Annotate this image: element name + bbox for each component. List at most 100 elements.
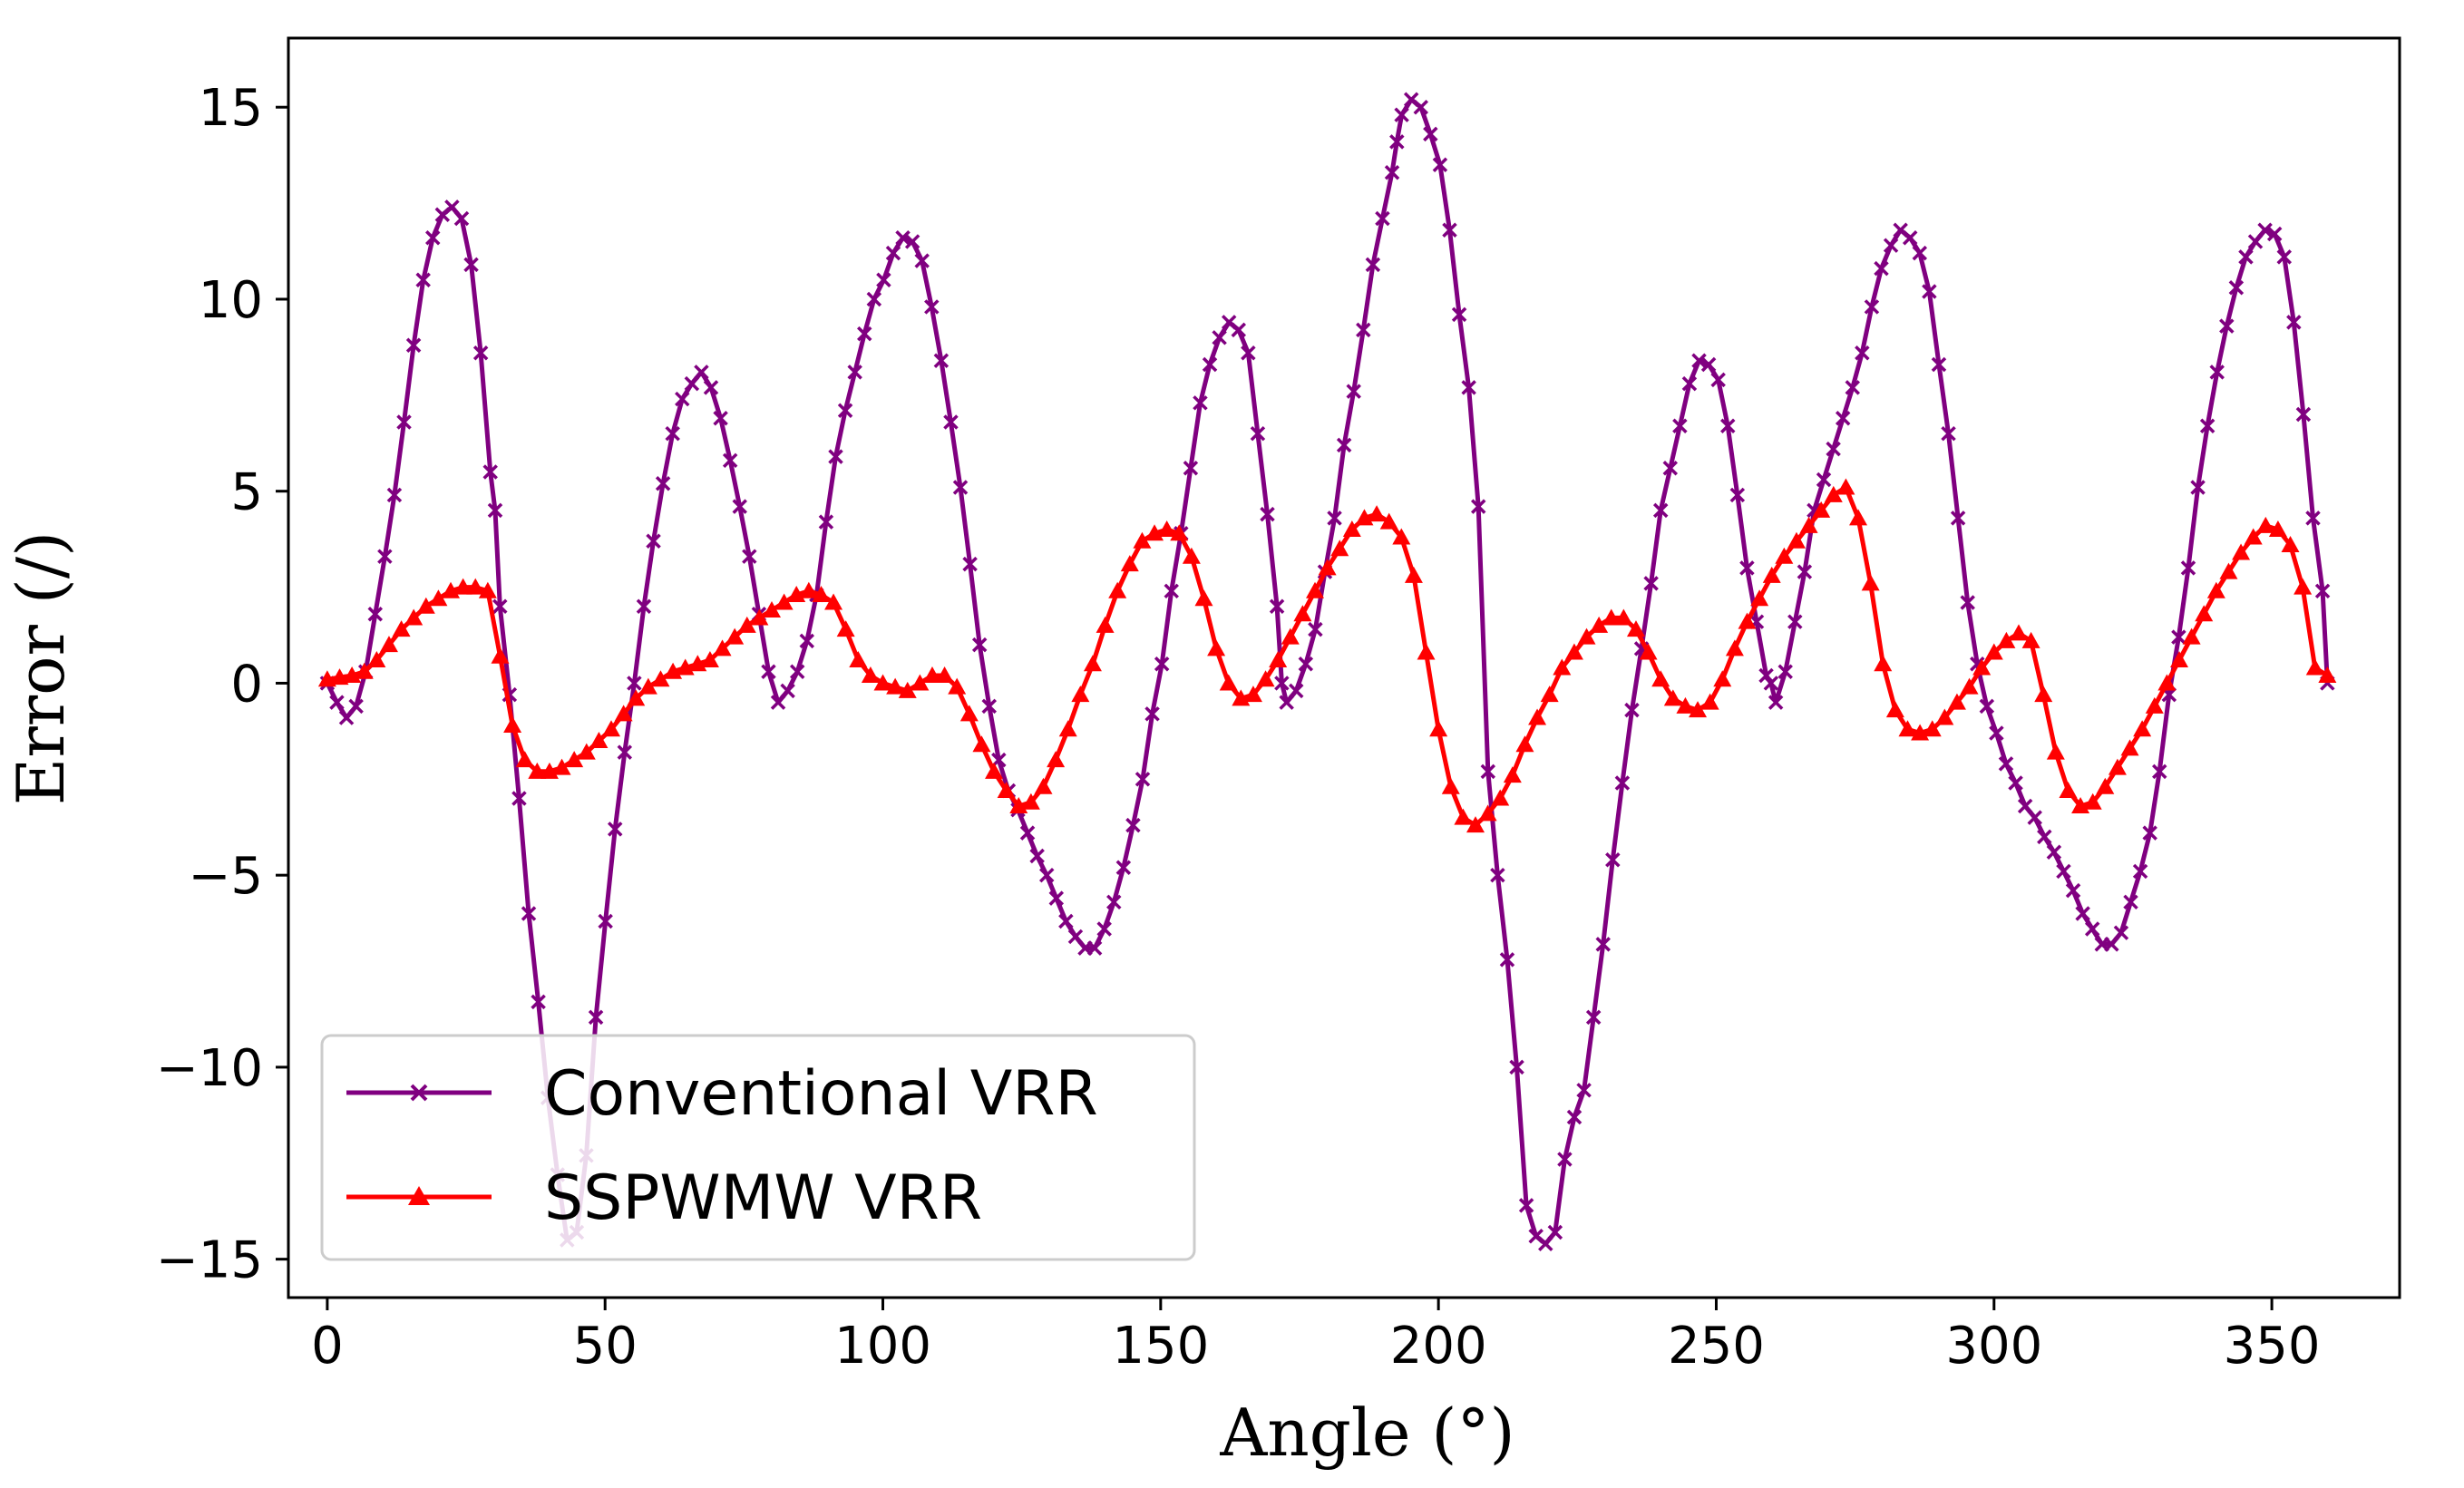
series-line-conventional-vrr bbox=[325, 97, 2330, 1247]
marker-conventional-vrr bbox=[1672, 418, 1688, 433]
marker-sspwmw-vrr bbox=[1997, 631, 2016, 648]
marker-sspwmw-vrr bbox=[2133, 720, 2152, 737]
marker-sspwmw-vrr bbox=[1700, 693, 1719, 710]
marker-conventional-vrr bbox=[914, 253, 930, 268]
marker-sspwmw-vrr bbox=[873, 674, 892, 691]
marker-conventional-vrr bbox=[1269, 598, 1285, 614]
marker-sspwmw-vrr bbox=[1021, 793, 1040, 810]
legend-entry-conventional-vrr: Conventional VRR bbox=[346, 1058, 1098, 1130]
marker-sspwmw-vrr bbox=[1553, 658, 1572, 676]
marker-conventional-vrr bbox=[2008, 775, 2023, 791]
marker-conventional-vrr bbox=[1115, 860, 1132, 875]
marker-conventional-vrr bbox=[1585, 1009, 1602, 1026]
marker-conventional-vrr bbox=[1816, 472, 1832, 488]
marker-sspwmw-vrr bbox=[1083, 655, 1102, 672]
marker-conventional-vrr bbox=[463, 257, 479, 273]
marker-conventional-vrr bbox=[1845, 380, 1860, 395]
marker-sspwmw-vrr bbox=[1478, 804, 1497, 822]
marker-sspwmw-vrr bbox=[589, 731, 609, 748]
marker-conventional-vrr bbox=[1394, 107, 1409, 122]
marker-conventional-vrr bbox=[511, 791, 527, 806]
marker-sspwmw-vrr bbox=[602, 720, 621, 737]
marker-sspwmw-vrr bbox=[2294, 578, 2313, 595]
marker-conventional-vrr bbox=[837, 403, 853, 419]
marker-conventional-vrr bbox=[1086, 940, 1103, 956]
marker-conventional-vrr bbox=[627, 676, 642, 691]
marker-conventional-vrr bbox=[780, 683, 795, 699]
marker-sspwmw-vrr bbox=[972, 735, 991, 753]
marker-sspwmw-vrr bbox=[1207, 639, 1226, 656]
y-tick-label--10: −10 bbox=[156, 1039, 263, 1098]
marker-sspwmw-vrr bbox=[1836, 478, 1855, 495]
marker-sspwmw-vrr bbox=[2232, 543, 2251, 560]
marker-conventional-vrr bbox=[1125, 817, 1141, 833]
marker-sspwmw-vrr bbox=[985, 762, 1004, 779]
marker-sspwmw-vrr bbox=[1713, 670, 1732, 687]
marker-sspwmw-vrr bbox=[2108, 758, 2127, 775]
marker-sspwmw-vrr bbox=[1775, 547, 1794, 564]
marker-sspwmw-vrr bbox=[1898, 720, 1917, 737]
marker-sspwmw-vrr bbox=[1368, 505, 1387, 522]
marker-sspwmw-vrr bbox=[1466, 816, 1485, 833]
legend: Conventional VRR SSPWMW VRR bbox=[320, 1034, 1196, 1261]
marker-conventional-vrr bbox=[405, 337, 422, 354]
marker-sspwmw-vrr bbox=[1762, 566, 1781, 583]
marker-sspwmw-vrr bbox=[824, 593, 843, 610]
marker-sspwmw-vrr bbox=[1861, 574, 1880, 591]
marker-sspwmw-vrr bbox=[2169, 651, 2188, 668]
marker-conventional-vrr bbox=[818, 514, 834, 530]
marker-conventional-vrr bbox=[971, 637, 988, 653]
marker-sspwmw-vrr bbox=[1034, 777, 1053, 794]
marker-conventional-vrr bbox=[1643, 576, 1659, 591]
marker-conventional-vrr bbox=[1835, 411, 1851, 426]
y-tick-label-15: 15 bbox=[199, 79, 263, 138]
marker-sspwmw-vrr bbox=[638, 677, 657, 695]
marker-sspwmw-vrr bbox=[491, 647, 510, 664]
marker-sspwmw-vrr bbox=[1725, 639, 1744, 656]
marker-conventional-vrr bbox=[1106, 894, 1122, 910]
marker-conventional-vrr bbox=[1212, 330, 1227, 345]
marker-conventional-vrr bbox=[2123, 894, 2138, 910]
marker-sspwmw-vrr bbox=[627, 689, 646, 706]
marker-sspwmw-vrr bbox=[911, 674, 930, 691]
x-tick-label-100: 100 bbox=[834, 1317, 931, 1376]
marker-conventional-vrr bbox=[1154, 656, 1170, 672]
marker-sspwmw-vrr bbox=[1194, 589, 1213, 607]
marker-conventional-vrr bbox=[453, 210, 470, 227]
series-line-sspwmw-vrr bbox=[326, 485, 2329, 828]
marker-conventional-vrr bbox=[1058, 913, 1074, 929]
marker-conventional-vrr bbox=[598, 913, 613, 929]
marker-conventional-vrr bbox=[1298, 656, 1314, 672]
marker-sspwmw-vrr bbox=[799, 581, 818, 598]
marker-conventional-vrr bbox=[924, 299, 940, 315]
marker-sspwmw-vrr bbox=[1540, 686, 1559, 703]
marker-conventional-vrr bbox=[1662, 461, 1679, 476]
marker-sspwmw-vrr bbox=[1157, 520, 1176, 538]
marker-sspwmw-vrr bbox=[861, 666, 880, 683]
marker-sspwmw-vrr bbox=[453, 578, 472, 595]
legend-marker-conventional-vrr bbox=[410, 1084, 428, 1102]
y-tick-label-0: 0 bbox=[230, 655, 263, 714]
marker-sspwmw-vrr bbox=[2318, 666, 2337, 683]
marker-conventional-vrr bbox=[962, 556, 978, 572]
marker-sspwmw-vrr bbox=[762, 600, 781, 618]
marker-conventional-vrr bbox=[1250, 425, 1266, 442]
x-axis-label: Angle (°) bbox=[1219, 1395, 1514, 1471]
legend-label-conventional-vrr: Conventional VRR bbox=[544, 1058, 1098, 1130]
marker-sspwmw-vrr bbox=[1960, 677, 1979, 695]
marker-sspwmw-vrr bbox=[1923, 720, 1942, 737]
marker-sspwmw-vrr bbox=[2157, 674, 2177, 691]
marker-sspwmw-vrr bbox=[1639, 643, 1658, 660]
marker-conventional-vrr bbox=[2257, 222, 2273, 238]
marker-sspwmw-vrr bbox=[1984, 643, 2003, 660]
y-axis-label: Error (/) bbox=[3, 531, 79, 805]
marker-sspwmw-vrr bbox=[1528, 708, 1547, 725]
marker-sspwmw-vrr bbox=[948, 677, 967, 695]
marker-sspwmw-vrr bbox=[1429, 720, 1448, 737]
marker-sspwmw-vrr bbox=[1318, 559, 1337, 576]
marker-sspwmw-vrr bbox=[1243, 686, 1262, 703]
marker-conventional-vrr bbox=[636, 598, 652, 614]
marker-sspwmw-vrr bbox=[1133, 531, 1152, 549]
marker-sspwmw-vrr bbox=[2096, 777, 2115, 794]
marker-conventional-vrr bbox=[1855, 345, 1870, 361]
